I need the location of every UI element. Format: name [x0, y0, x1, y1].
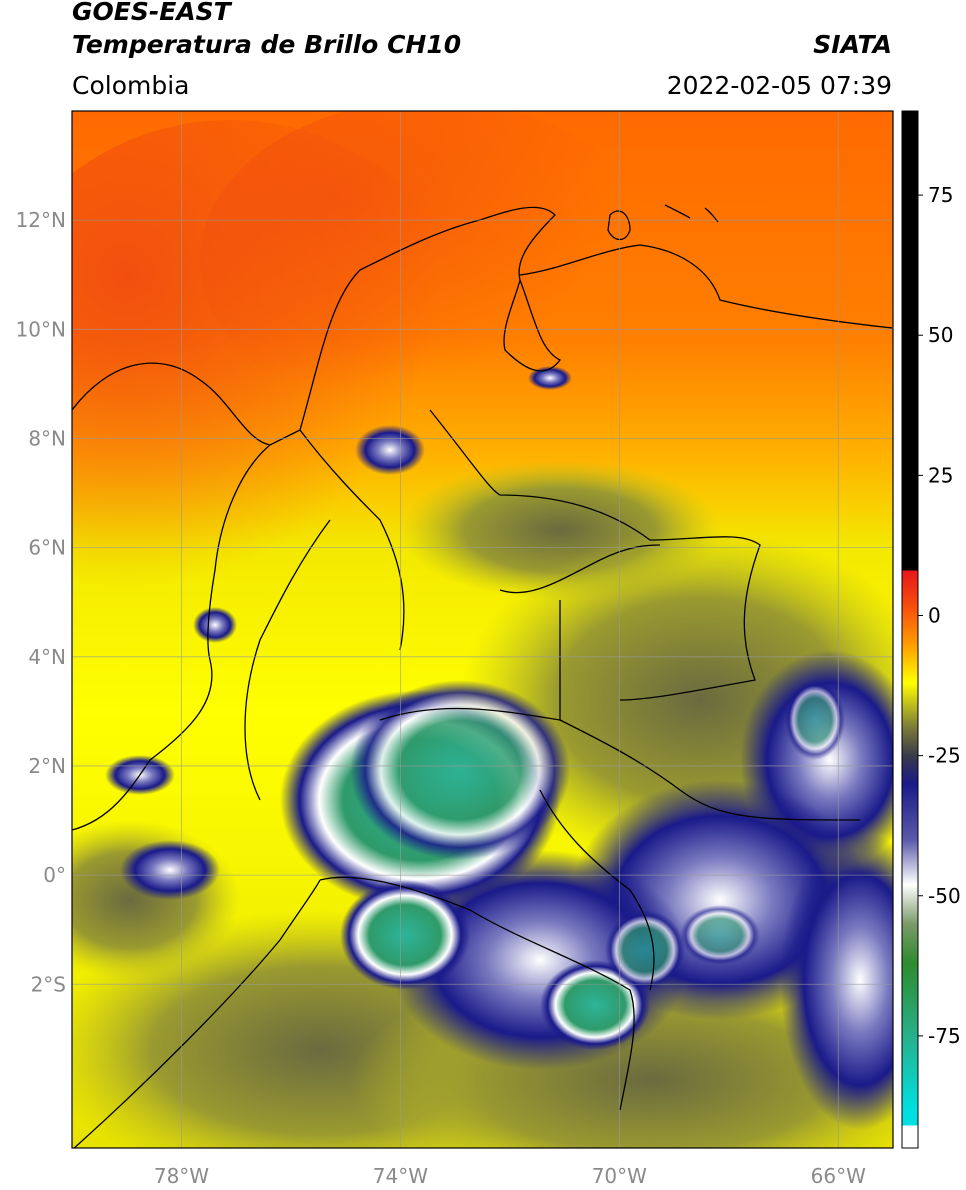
colorbar: 75 50 25 0 -25 -50 -75	[901, 110, 961, 1149]
timestamp-label: 2022-02-05 07:39	[666, 71, 892, 100]
latitude-label: 8°N	[28, 426, 66, 450]
region-label: Colombia	[72, 71, 190, 100]
latitude-label: 10°N	[16, 317, 66, 341]
colorbar-tick-label: 50	[928, 323, 953, 347]
latitude-label: 2°S	[31, 972, 66, 996]
organization-label: SIATA	[813, 30, 892, 59]
colorbar-tick-label: -50	[928, 884, 961, 908]
colorbar-tick-label: 0	[928, 603, 941, 627]
colorbar-tick-label: -25	[928, 744, 961, 768]
latitude-labels: 12°N 10°N 8°N 6°N 4°N 2°N 0° 2°S	[16, 208, 66, 996]
longitude-label: 66°W	[811, 1164, 866, 1188]
latitude-label: 12°N	[16, 208, 66, 232]
brightness-temperature-field	[72, 111, 893, 1148]
latitude-label: 2°N	[28, 754, 66, 778]
longitude-label: 70°W	[592, 1164, 647, 1188]
graticule	[72, 111, 893, 1148]
colorbar-frame	[901, 110, 919, 1149]
map-frame	[71, 110, 894, 1149]
longitude-label: 78°W	[154, 1164, 209, 1188]
longitude-label: 74°W	[373, 1164, 428, 1188]
longitude-labels: 78°W 74°W 70°W 66°W	[154, 1164, 866, 1188]
latitude-label: 6°N	[28, 536, 66, 560]
satellite-title: GOES-EAST	[72, 0, 231, 26]
latitude-label: 0°	[43, 863, 66, 887]
colorbar-scale	[902, 111, 918, 1148]
colorbar-tick-label: 25	[928, 463, 953, 487]
latitude-label: 4°N	[28, 645, 66, 669]
colorbar-tick-label: -75	[928, 1024, 961, 1048]
colorbar-tick-label: 75	[928, 183, 953, 207]
product-title: Temperatura de Brillo CH10	[72, 30, 462, 59]
